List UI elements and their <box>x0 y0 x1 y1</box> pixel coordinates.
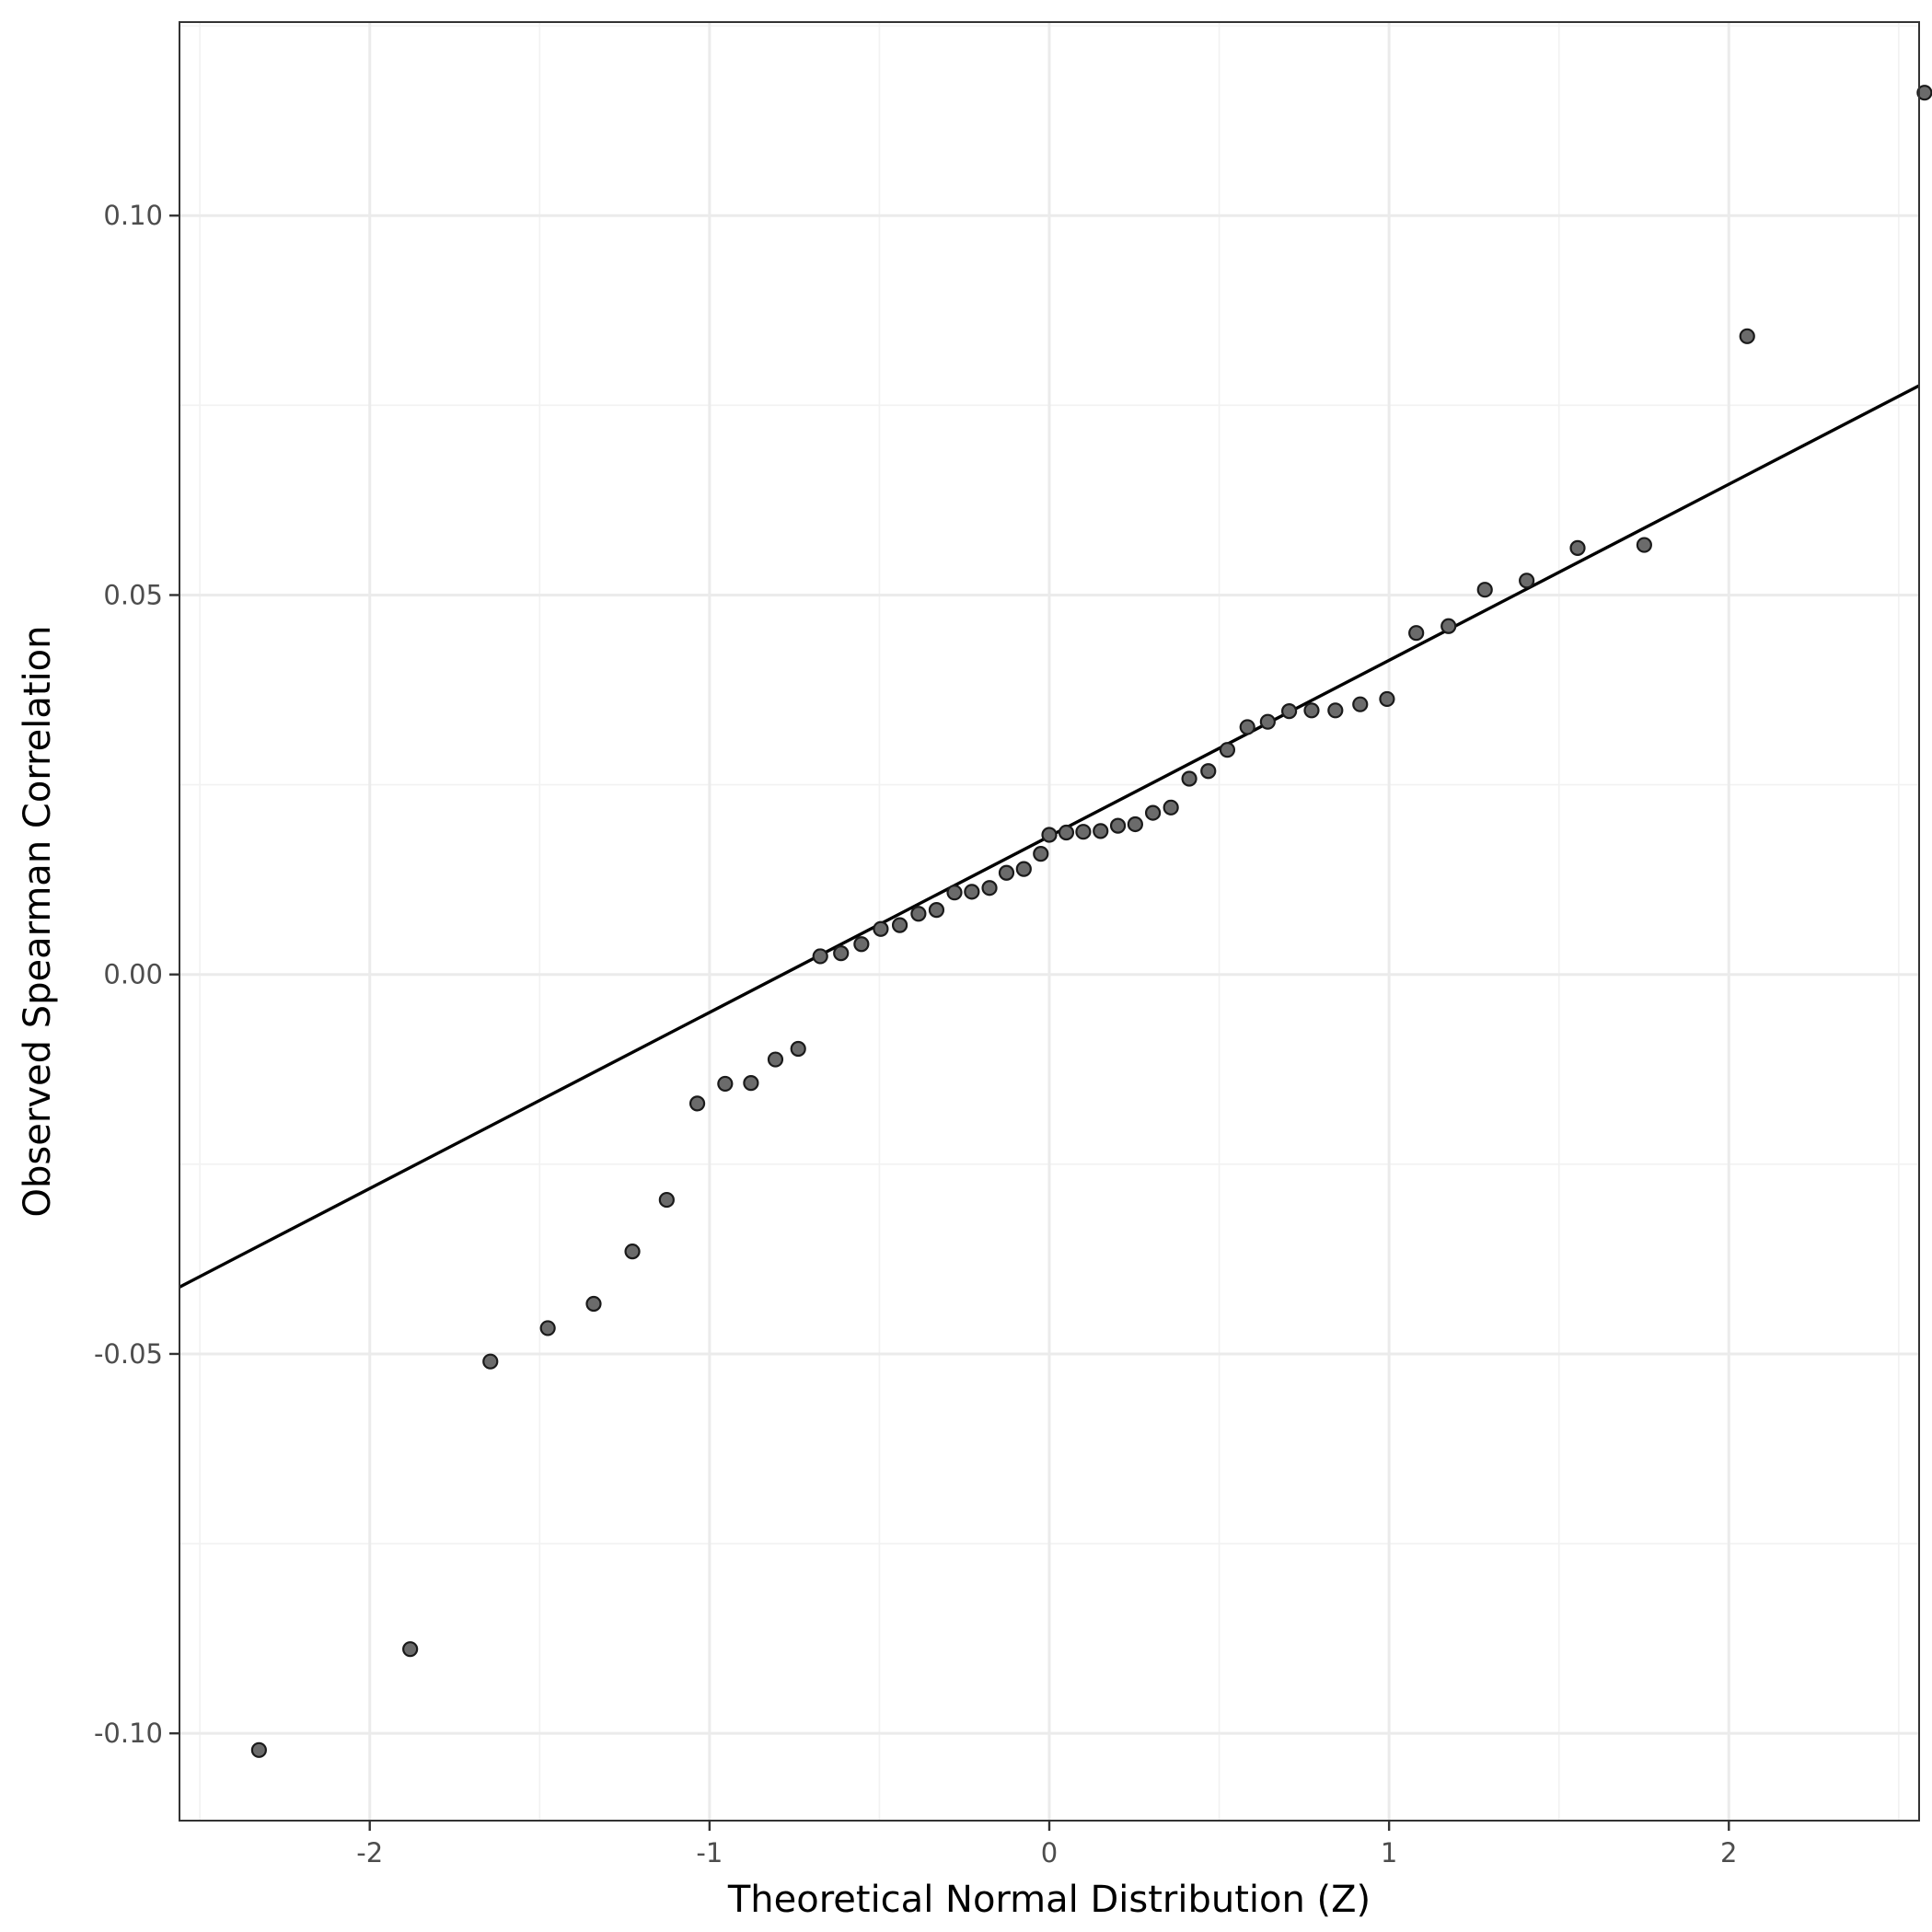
data-point <box>1181 770 1197 787</box>
data-point <box>1636 537 1652 553</box>
data-point <box>891 917 908 933</box>
x-tick-label: -1 <box>696 1837 723 1868</box>
data-point <box>1476 582 1493 598</box>
data-point <box>1440 618 1457 634</box>
x-tick-label: 0 <box>1041 1837 1058 1868</box>
y-tick-label: 0.05 <box>103 579 163 610</box>
data-point <box>853 936 870 953</box>
data-point <box>1033 846 1049 862</box>
data-point <box>873 920 889 937</box>
data-point <box>1739 328 1755 344</box>
data-point <box>998 864 1015 881</box>
data-point <box>624 1244 641 1260</box>
data-point <box>1352 696 1369 712</box>
data-point <box>1303 702 1320 719</box>
y-axis: -0.10 -0.05 0.00 0.05 0.10 <box>94 200 179 1749</box>
x-tick-label: 1 <box>1381 1837 1397 1868</box>
data-point <box>1259 713 1276 730</box>
data-point <box>1408 625 1425 642</box>
data-point <box>1219 742 1236 758</box>
data-point <box>539 1320 556 1336</box>
data-point <box>1127 816 1143 833</box>
y-tick-label: 0.10 <box>103 200 163 231</box>
data-point <box>1075 824 1092 840</box>
y-axis-title: Observed Spearman Correlation <box>17 626 59 1218</box>
data-point <box>585 1295 602 1313</box>
data-point <box>1916 85 1932 101</box>
y-tick-label: -0.10 <box>94 1718 163 1749</box>
points-layer <box>250 85 1932 1758</box>
data-point <box>946 885 963 901</box>
data-point <box>767 1051 784 1068</box>
data-point <box>1093 823 1109 839</box>
data-point <box>790 1040 806 1058</box>
data-point <box>1144 804 1162 821</box>
data-point <box>1379 690 1395 708</box>
data-point <box>1163 799 1179 816</box>
x-axis-title: Theoretical Normal Distribution (Z) <box>727 1879 1371 1921</box>
data-point <box>1015 861 1032 877</box>
data-point <box>1569 539 1586 556</box>
data-point <box>1327 702 1344 719</box>
major-gridlines <box>179 22 1919 1821</box>
data-point <box>812 948 828 965</box>
data-point <box>1200 763 1217 780</box>
data-point <box>1239 719 1255 735</box>
data-point <box>402 1641 419 1658</box>
data-point <box>688 1095 706 1112</box>
data-point <box>964 884 980 900</box>
data-point <box>1058 824 1075 841</box>
data-point <box>981 880 998 897</box>
data-point <box>928 902 945 919</box>
data-point <box>833 945 850 962</box>
data-point <box>250 1741 267 1758</box>
data-point <box>1519 573 1535 589</box>
data-point <box>1281 703 1298 720</box>
data-point <box>910 906 927 922</box>
data-point <box>1041 827 1058 843</box>
data-point <box>743 1075 759 1092</box>
x-tick-label: -2 <box>356 1837 383 1868</box>
data-point <box>658 1191 675 1209</box>
y-tick-label: -0.05 <box>94 1338 163 1370</box>
x-axis: -2 -1 0 1 2 <box>356 1821 1738 1868</box>
data-point <box>1109 817 1127 834</box>
data-point <box>482 1353 499 1370</box>
y-tick-label: 0.00 <box>103 959 163 990</box>
data-point <box>717 1075 734 1093</box>
x-tick-label: 2 <box>1720 1837 1737 1868</box>
